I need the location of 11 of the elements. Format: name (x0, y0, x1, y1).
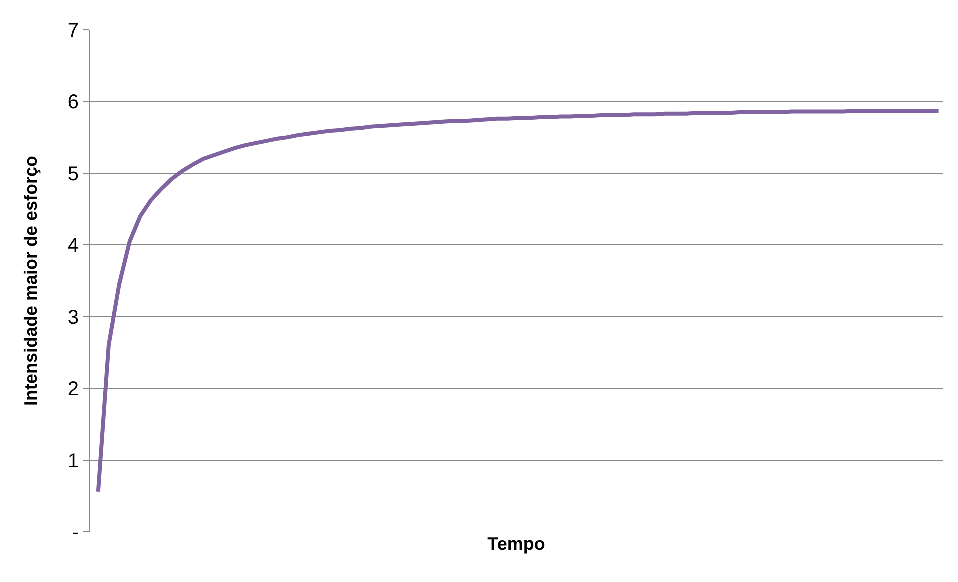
y-tick-label: - (72, 522, 79, 544)
y-tick-label: 5 (68, 163, 79, 186)
line-series (96, 109, 941, 494)
y-axis-title: Intensidade maior de esforço (21, 156, 42, 406)
y-tick-label: 2 (68, 378, 79, 401)
y-tick-label: 6 (68, 92, 79, 114)
y-tick-label: 4 (68, 235, 79, 258)
y-tick-label: 3 (68, 306, 79, 329)
y-tick-label: 1 (68, 450, 79, 472)
y-tick-label: 7 (68, 20, 79, 42)
x-axis-title: Tempo (488, 534, 546, 554)
